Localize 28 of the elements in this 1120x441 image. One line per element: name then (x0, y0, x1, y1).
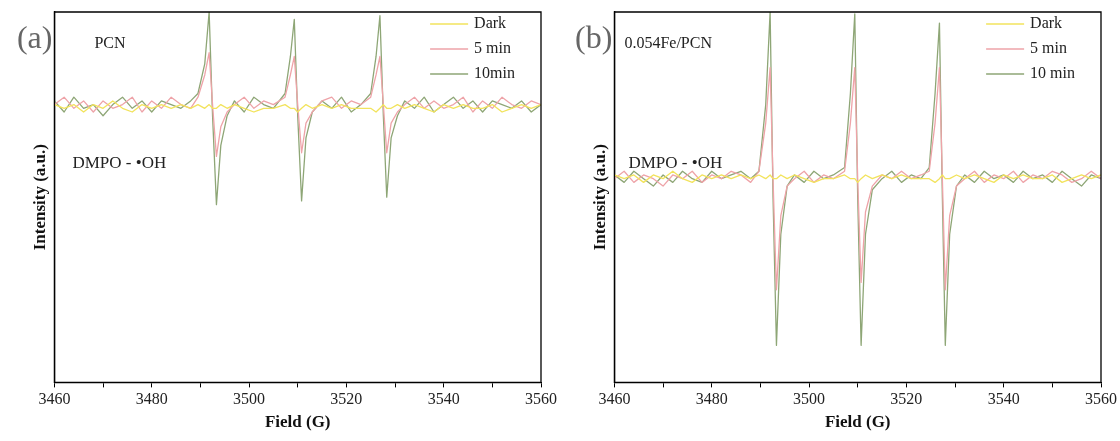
x-tick-label: 3480 (135, 390, 168, 408)
x-tick-label: 3500 (233, 390, 266, 408)
x-axis-title: Field (G) (824, 412, 891, 432)
x-axis-title: Field (G) (264, 412, 331, 432)
x-tick-label: 3460 (598, 390, 631, 408)
x-tick-label: 3520 (330, 390, 363, 408)
x-tick-label: 3560 (525, 390, 557, 408)
annotation: DMPO - •OH (72, 152, 167, 172)
text: (b) (575, 19, 613, 55)
legend-label: 10 min (1030, 64, 1075, 82)
legend-label: Dark (474, 14, 507, 32)
x-tick-label: 3560 (1085, 390, 1117, 408)
x-tick-label: 3500 (793, 390, 826, 408)
annotation: 0.054Fe/PCN (624, 34, 713, 51)
y-axis-title: Intensity (a.u.) (29, 144, 49, 251)
x-tick-label: 3460 (38, 390, 71, 408)
legend-label: Dark (1030, 14, 1063, 32)
x-tick-label: 3540 (427, 390, 460, 408)
annotation: DMPO - •OH (628, 152, 723, 172)
x-tick-label: 3540 (987, 390, 1020, 408)
x-tick-label: 3480 (695, 390, 728, 408)
annotation: PCN (94, 34, 126, 51)
legend-label: 5 min (474, 39, 511, 57)
x-tick-label: 3520 (890, 390, 923, 408)
legend-label: 10min (474, 64, 515, 82)
text: (a) (16, 19, 53, 55)
y-axis-title: Intensity (a.u.) (589, 144, 609, 251)
legend-label: 5 min (1030, 39, 1067, 57)
